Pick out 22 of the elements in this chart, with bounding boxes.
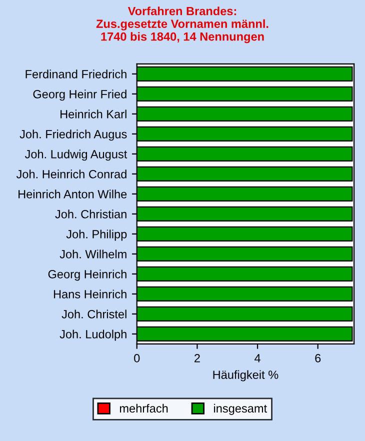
y-tick-label: Georg Heinr Fried [33,90,126,101]
y-tick-label: Ferdinand Friedrich [26,70,126,78]
y-tick-label: Heinrich Anton Wilhe [18,190,127,198]
y-tick-label: Hans Heinrich [54,290,126,298]
x-tick-label: 0 [134,354,140,362]
x-tick-label: 4 [254,354,260,362]
x-tick-label: 6 [315,354,321,362]
x-axis-title: Häufigkeit % [213,370,278,382]
legend-label: insgesamt [214,404,267,415]
y-tick-label: Joh. Friedrich Augus [20,130,127,141]
chart-title: Vorfahren Brandes: Zus.gesetzte Vornamen männl. 1740 bis 1840, 14 Nennungen [96,6,268,44]
y-tick-label: Joh. Ludwig August [24,150,128,161]
y-tick-label: Joh. Ludolph [60,330,126,341]
x-tick-label: 2 [194,354,200,362]
y-tick-label: Joh. Christian [55,210,126,218]
y-tick-label: Joh. Wilhelm [60,250,126,258]
y-tick-label: Heinrich Karl [60,110,126,118]
y-tick-label: Joh. Philipp [66,230,127,241]
y-tick-label: Joh. Christel [62,310,126,318]
y-tick-label: Georg Heinrich [48,270,126,281]
y-tick-label: Joh. Heinrich Conrad [16,170,126,178]
legend-label: mehrfach [120,404,168,413]
